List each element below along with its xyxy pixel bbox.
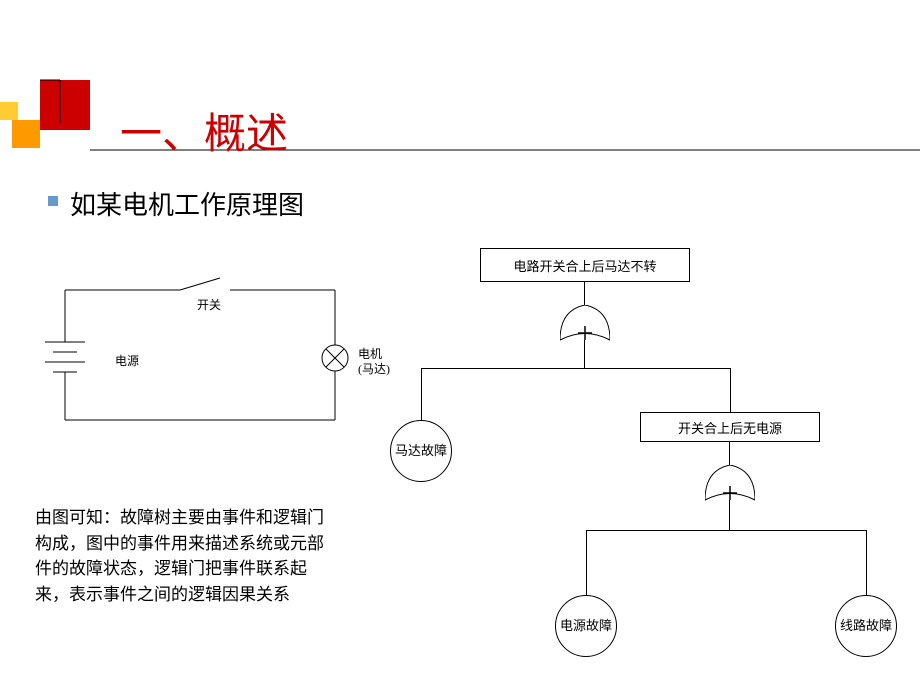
circuit-power-label: 电源: [115, 352, 139, 369]
ft-connector: [584, 282, 585, 305]
page-title: 一、概述: [120, 100, 288, 161]
ft-or-gate-2: [705, 465, 755, 510]
ft-connector: [730, 368, 731, 412]
circuit-switch-label: 开关: [197, 296, 221, 313]
ft-connector: [586, 530, 866, 531]
ft-event-motor-label: 马达故障: [395, 443, 447, 459]
description-text: 由图可知：故障树主要由事件和逻辑门构成，图中的事件用来描述系统或元部件的故障状态…: [35, 505, 340, 607]
ft-connector: [729, 442, 730, 465]
ft-top-event: 电路开关合上后马达不转: [480, 248, 690, 282]
ft-connector: [729, 500, 730, 530]
ft-event-motor: 马达故障: [390, 420, 452, 482]
subtitle: 如某电机工作原理图: [70, 185, 304, 222]
bullet-icon: [48, 196, 58, 206]
ft-connector: [421, 368, 731, 369]
ft-event-power-label: 电源故障: [560, 618, 612, 634]
ft-event-wire: 线路故障: [835, 595, 897, 657]
circuit-motor-label2: (马达): [358, 360, 390, 377]
ft-connector: [421, 368, 422, 420]
ft-or-gate-1: [560, 305, 610, 350]
ft-connector: [586, 530, 587, 595]
ft-connector: [584, 340, 585, 368]
ft-event-wire-label: 线路故障: [840, 618, 892, 634]
ft-event-power: 电源故障: [555, 595, 617, 657]
ft-connector: [866, 530, 867, 595]
ft-mid-event: 开关合上后无电源: [640, 412, 820, 442]
